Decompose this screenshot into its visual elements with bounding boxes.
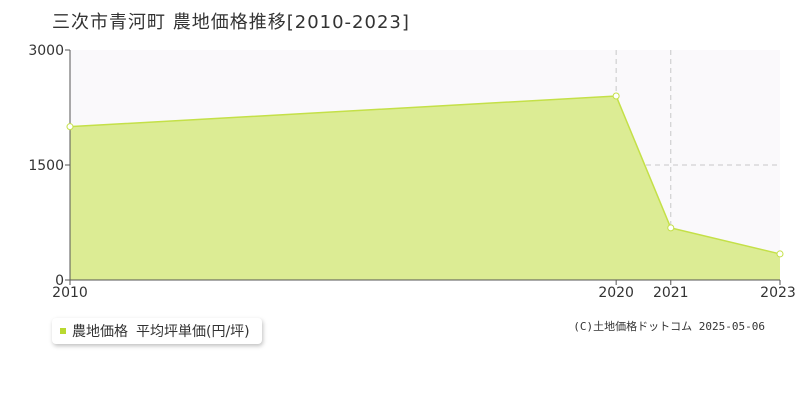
legend-swatch — [60, 328, 66, 334]
data-point-2021 — [667, 224, 675, 232]
y-tick-labels: 0 1500 3000 — [28, 43, 64, 289]
series-line — [69, 95, 781, 255]
x-tick-label: 2021 — [653, 285, 689, 301]
axes — [65, 49, 781, 285]
chart-title: 三次市青河町 農地価格推移[2010-2023] — [52, 12, 410, 33]
y-tick-label: 3000 — [28, 43, 64, 59]
legend-unit-label: 平均坪単価(円/坪) — [136, 324, 250, 340]
legend-series-label: 農地価格 — [72, 324, 128, 340]
x-tick-label: 2023 — [760, 285, 796, 301]
x-tick-label: 2010 — [52, 285, 88, 301]
data-point-2023 — [776, 250, 784, 258]
x-tick-labels: 2010 2020 2021 2023 — [52, 285, 796, 301]
copyright-text: (C)土地価格ドットコム 2025-05-06 — [573, 320, 765, 333]
series-area-fill — [70, 96, 780, 280]
y-tick-label: 1500 — [28, 158, 64, 174]
data-points — [66, 92, 784, 258]
data-point-2020 — [612, 92, 620, 100]
x-tick-label: 2020 — [598, 285, 634, 301]
y-tick-label: 0 — [55, 273, 64, 289]
data-point-2010 — [66, 123, 74, 131]
legend: 農地価格 平均坪単価(円/坪) — [52, 318, 262, 344]
